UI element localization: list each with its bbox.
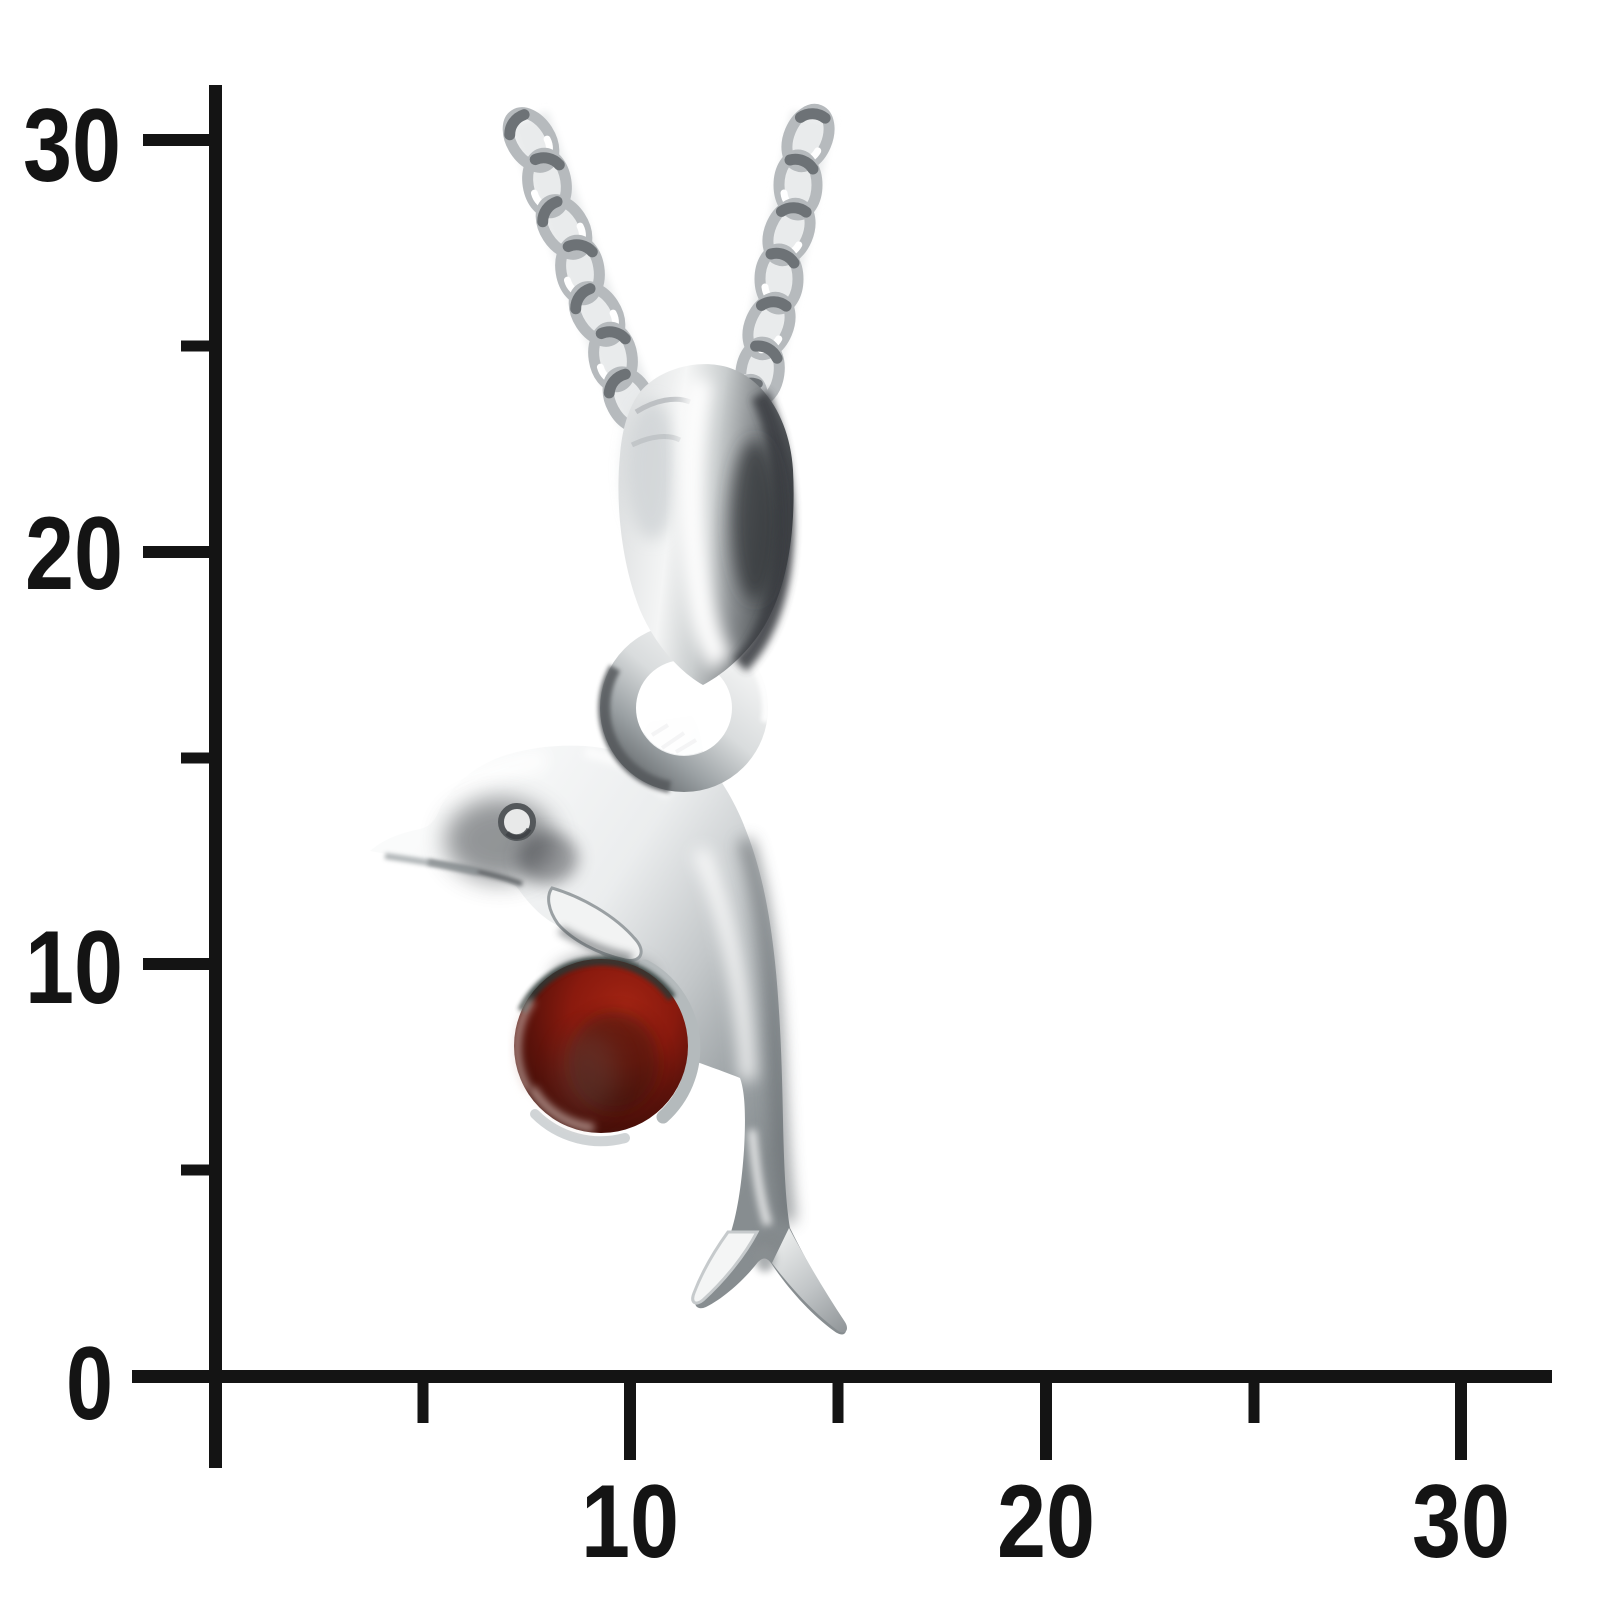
eye-shadow-arc — [505, 827, 532, 840]
pendant-bail — [618, 364, 794, 685]
measurement-ruler: 30 20 10 0 10 20 30 — [23, 85, 1552, 1580]
melon-highlight — [434, 751, 547, 808]
y-tick-label-0: 0 — [66, 1326, 113, 1442]
bezel-bottom-arc — [530, 1109, 630, 1147]
ring-hole — [637, 661, 731, 755]
stone-bottom-gloss — [528, 1085, 595, 1133]
ring-shadow-arc — [598, 664, 672, 793]
necklace-photo — [370, 103, 848, 1335]
flank-highlight — [692, 846, 756, 1081]
y-tick-label-20: 20 — [25, 496, 123, 612]
stone-gray-reflection — [558, 1032, 618, 1112]
amber-ball — [512, 956, 701, 1147]
x-tick-label-30: 30 — [1412, 1464, 1510, 1580]
bail-dark-lobe — [731, 440, 779, 600]
flank-edge-shading — [738, 837, 795, 1223]
stone-top-rim — [517, 956, 676, 1013]
x-axis-labels: 10 20 30 — [581, 1464, 1510, 1580]
fin-under-shadow — [558, 926, 633, 962]
beak-underside-shadow — [384, 853, 479, 875]
dolphin-eye — [498, 803, 536, 841]
bail-dark-edge — [733, 391, 794, 672]
y-axis-ticks — [143, 134, 216, 1176]
bezel-right-arc — [638, 959, 701, 1124]
bail-opening-texture — [626, 400, 678, 540]
bail-chain-glimpse — [630, 434, 682, 448]
x-tick-label-20: 20 — [997, 1464, 1095, 1580]
fluke-notch-shading — [755, 1244, 775, 1272]
bail-highlight-streak — [678, 377, 733, 671]
left-fluke — [691, 1230, 760, 1305]
x-tick-label-10: 10 — [581, 1464, 679, 1580]
tail-stock-highlight — [748, 1129, 772, 1227]
eye-socket-shading — [518, 832, 578, 884]
y-tick-label-30: 30 — [23, 88, 121, 204]
y-axis-labels: 30 20 10 0 — [23, 88, 123, 1442]
right-fluke — [772, 1228, 848, 1333]
x-axis-ticks — [417, 1377, 1467, 1460]
y-tick-label-10: 10 — [25, 910, 123, 1026]
stone-left-rim-light — [512, 997, 536, 1092]
